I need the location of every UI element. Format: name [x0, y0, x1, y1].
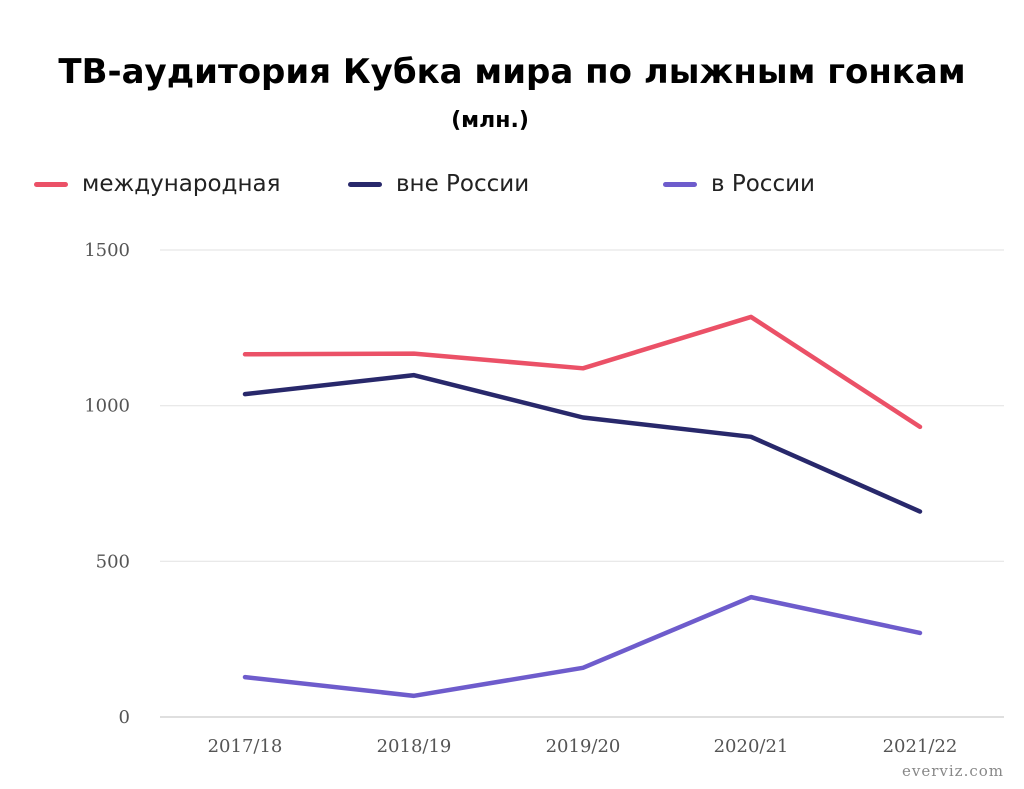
legend-swatch-outside-russia [348, 181, 382, 187]
legend-label-outside-russia: вне России [396, 171, 530, 197]
legend-swatch-in-russia [663, 181, 697, 187]
watermark: everviz.com [902, 762, 1004, 780]
legend-item-outside-russia[interactable]: вне России [348, 168, 529, 200]
legend-label-in-russia: в России [711, 171, 815, 197]
y-tick-label: 1000 [84, 396, 130, 417]
x-tick-label: 2019/20 [546, 736, 621, 757]
y-tick-label: 500 [96, 551, 130, 572]
y-tick-label: 1500 [84, 240, 130, 261]
series-line-international [242, 314, 923, 430]
series-line-in-russia [242, 594, 923, 699]
legend-item-in-russia[interactable]: в России [663, 168, 815, 200]
series-line-outside-russia [242, 372, 923, 514]
legend-item-international[interactable]: международная [34, 168, 280, 200]
chart-title: ТВ-аудитория Кубка мира по лыжным гонкам [58, 52, 966, 92]
chart-subtitle: (млн.) [451, 108, 529, 133]
x-tick-label: 2021/22 [883, 736, 958, 757]
x-tick-label: 2018/19 [377, 736, 452, 757]
legend-label-international: международная [82, 171, 281, 197]
x-tick-label: 2017/18 [208, 736, 283, 757]
y-tick-label: 0 [119, 707, 130, 728]
x-tick-label: 2020/21 [714, 736, 789, 757]
legend-swatch-international [34, 181, 68, 187]
